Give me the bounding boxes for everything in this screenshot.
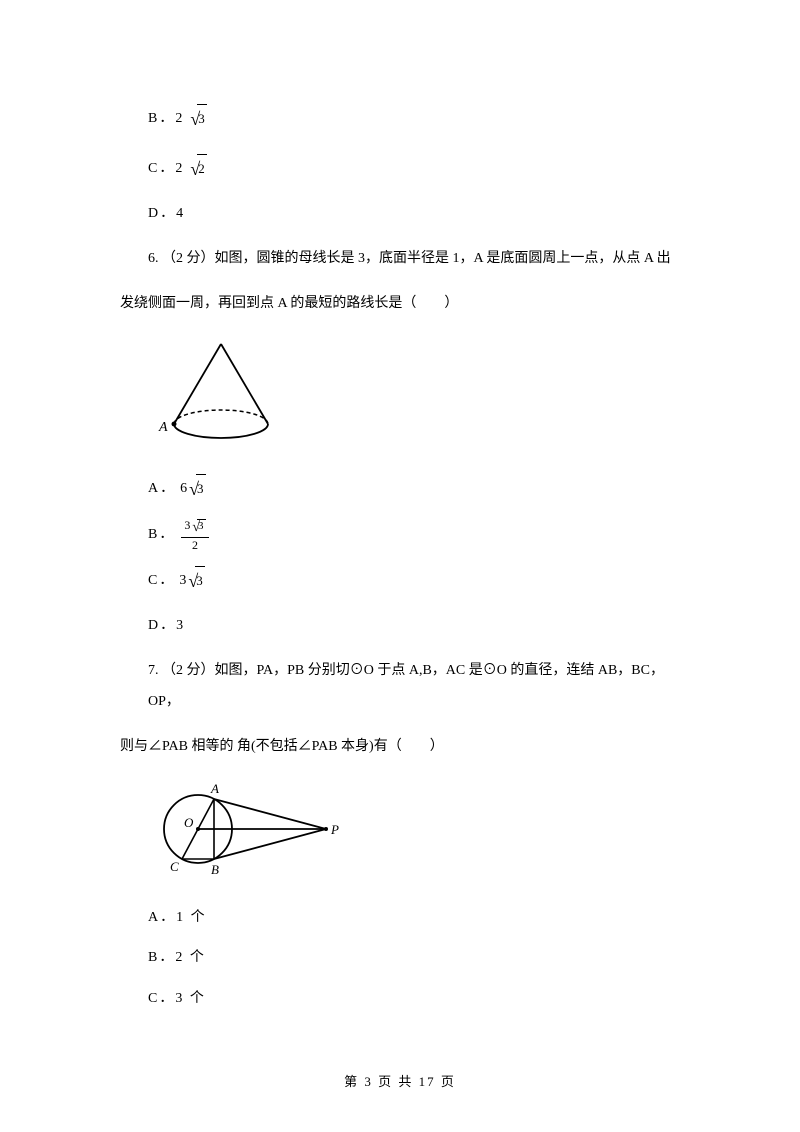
q7-option-b: B．2 个 (148, 943, 690, 974)
option-label: C． (148, 566, 175, 597)
option-label: C．3 个 (148, 984, 206, 1015)
denominator: 2 (192, 538, 198, 552)
sqrt-expr: √3 (190, 100, 206, 140)
question-text: 发绕侧面一周，再回到点 A 的最短的路线长是（ ） (120, 296, 458, 311)
point-label-p: P (330, 822, 339, 837)
question-points: （2 分） (162, 663, 215, 678)
cone-figure: A (156, 336, 690, 446)
sqrt-expr: √3 (192, 519, 205, 535)
option-label: A．1 个 (148, 903, 207, 934)
radicand: 3 (197, 519, 206, 532)
radicand: 3 (197, 104, 207, 134)
sqrt-expr: √3 (189, 470, 205, 510)
point-label-a: A (210, 781, 219, 796)
radicand: 2 (197, 154, 207, 184)
point-label-c: C (170, 859, 179, 874)
sqrt-expr: √3 (188, 562, 204, 602)
question-number: 6. (148, 251, 159, 266)
question-7-cont: 则与∠PAB 相等的 角(不包括∠PAB 本身)有（ ） (120, 732, 690, 763)
radicand: 3 (195, 566, 205, 596)
q6-option-c: C． 3√3 (148, 562, 690, 602)
page-content: B．2 √3 C．2 √2 D．4 6. （2 分）如图，圆锥的母线长是 3，底… (0, 0, 800, 1075)
cone-svg: A (156, 336, 286, 446)
question-text: 如图，圆锥的母线长是 3，底面半径是 1，A 是底面圆周上一点，从点 A 出 (215, 251, 671, 266)
prev-option-d: D．4 (148, 199, 690, 230)
sqrt-expr: √2 (190, 150, 206, 190)
option-label: C．2 (148, 154, 184, 185)
coef: 3 (179, 566, 186, 597)
point-label-b: B (211, 862, 219, 877)
numerator: 3√3 (181, 519, 208, 537)
page-footer: 第 3 页 共 17 页 (0, 1071, 800, 1090)
fraction: 3√3 2 (181, 519, 208, 552)
option-label: B．2 (148, 104, 184, 135)
question-number: 7. (148, 663, 159, 678)
option-label: D．4 (148, 199, 185, 230)
question-points: （2 分） (162, 251, 215, 266)
coef: 6 (180, 474, 187, 505)
prev-option-b: B．2 √3 (148, 100, 690, 140)
q6-option-b: B． 3√3 2 (148, 519, 690, 552)
point-label-o: O (184, 815, 194, 830)
question-text: 如图，PA，PB 分别切⊙O 于点 A,B，AC 是⊙O 的直径，连结 AB，B… (148, 663, 664, 709)
option-label: D．3 (148, 611, 185, 642)
footer-suffix: 页 (436, 1074, 456, 1089)
footer-prefix: 第 (344, 1074, 364, 1089)
coef: 3 (184, 518, 190, 532)
q6-option-d: D．3 (148, 611, 690, 642)
option-label: B．2 个 (148, 943, 206, 974)
q7-option-c: C．3 个 (148, 984, 690, 1015)
point-label-a: A (158, 420, 168, 435)
footer-mid: 页 共 (373, 1074, 419, 1089)
footer-total: 17 (419, 1074, 436, 1089)
circle-svg: A O C B P (156, 779, 346, 879)
q6-option-a: A． 6√3 (148, 470, 690, 510)
radicand: 3 (196, 474, 206, 504)
question-6-cont: 发绕侧面一周，再回到点 A 的最短的路线长是（ ） (120, 289, 690, 320)
footer-page: 3 (364, 1074, 373, 1089)
question-text: 则与∠PAB 相等的 角(不包括∠PAB 本身)有（ ） (120, 739, 444, 754)
circle-figure: A O C B P (156, 779, 690, 879)
q7-option-a: A．1 个 (148, 903, 690, 934)
question-7: 7. （2 分）如图，PA，PB 分别切⊙O 于点 A,B，AC 是⊙O 的直径… (148, 656, 690, 718)
prev-option-c: C．2 √2 (148, 150, 690, 190)
option-label: A． (148, 474, 176, 505)
question-6: 6. （2 分）如图，圆锥的母线长是 3，底面半径是 1，A 是底面圆周上一点，… (148, 244, 690, 275)
option-label: B． (148, 520, 175, 551)
